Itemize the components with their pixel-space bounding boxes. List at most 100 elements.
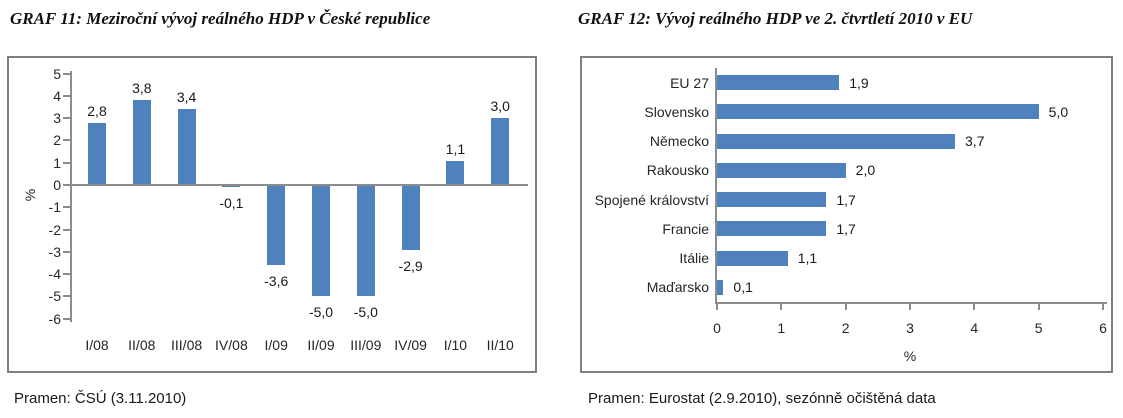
bar-I/10 [446, 160, 465, 185]
x-tick-mark [716, 304, 718, 310]
bar-I/09 [267, 185, 286, 266]
y-tick-label: 0 [53, 177, 61, 193]
y-tick-label: 2 [53, 132, 61, 149]
x-tick-mark [844, 304, 847, 310]
bar-Rakousko [717, 162, 846, 178]
x-category-label: IV/09 [394, 337, 427, 353]
bar-Spojené království [717, 192, 827, 208]
x-category-label: II/10 [486, 337, 514, 353]
bar-IV/09 [401, 185, 420, 250]
x-tick-label: 4 [970, 320, 979, 336]
y-tick-label: 3 [53, 110, 61, 127]
data-label-II/10: 3,0 [490, 98, 510, 115]
data-label-II/09: -5,0 [308, 304, 334, 321]
x-axis-line [715, 302, 1107, 304]
chart-graf12-plot-area: 0 1 2 3 4 5 6 1,9 EU 27 5,0 Slovensko 3,7 Německo 2,0… [580, 56, 1113, 373]
bar-III/09 [356, 185, 375, 297]
y-category-label: EU 27 [670, 74, 709, 91]
y-axis-line [715, 68, 717, 304]
y-category-label: Maďarsko [646, 279, 709, 296]
y-tick-label: 1 [53, 154, 61, 171]
bar-II/09 [312, 185, 330, 297]
data-label-Spojené království: 1,7 [836, 191, 856, 208]
data-label-III/09: -5,0 [353, 304, 378, 321]
bar-II/08 [132, 100, 151, 185]
x-tick-label: 1 [777, 320, 786, 336]
x-tick-label: 6 [1099, 320, 1107, 336]
y-category-label: Rakousko [646, 162, 709, 179]
x-category-label: II/08 [128, 337, 156, 353]
bar-Německo [717, 133, 956, 149]
y-tick-mark [63, 184, 70, 186]
data-label-I/09: -3,6 [264, 273, 289, 290]
x-category-label: II/09 [307, 337, 335, 353]
y-tick-mark [63, 295, 70, 298]
bar-III/08 [177, 109, 196, 185]
x-category-label: I/09 [264, 337, 288, 353]
y-tick-mark [63, 228, 70, 231]
y-tick-label: -1 [48, 199, 61, 216]
source-note-graf12: Pramen: Eurostat (2.9.2010), sezónně oči… [588, 390, 936, 407]
y-tick-mark [63, 72, 70, 75]
data-label-I/08: 2,8 [87, 102, 107, 119]
data-label-IV/08: -0,1 [219, 195, 244, 212]
y-category-label: Francie [662, 220, 709, 237]
x-tick-mark [973, 304, 976, 310]
data-label-IV/09: -2,9 [398, 257, 423, 274]
y-category-label: Slovensko [644, 103, 709, 120]
bar-Slovensko [717, 104, 1039, 120]
y-tick-mark [63, 317, 70, 320]
y-tick-mark [63, 94, 70, 97]
x-tick-mark [1037, 304, 1040, 310]
data-label-Itálie: 1,1 [797, 250, 818, 267]
bar-Itálie [717, 250, 788, 266]
y-tick-mark [63, 273, 70, 276]
x-tick-mark [1101, 304, 1104, 310]
source-note-graf11: Pramen: ČSÚ (3.11.2010) [14, 390, 187, 407]
x-tick-label: 0 [713, 320, 721, 336]
bar-Maďarsko [717, 279, 724, 295]
y-tick-label: -5 [48, 288, 61, 305]
x-category-label: I/10 [443, 337, 468, 353]
x-category-label: IV/08 [215, 337, 248, 353]
data-label-III/08: 3,4 [176, 89, 197, 106]
y-tick-label: -3 [48, 243, 61, 260]
data-label-EU 27: 1,9 [849, 74, 869, 91]
bar-Francie [717, 221, 827, 237]
x-category-label: I/08 [85, 337, 109, 353]
x-tick-label: 2 [841, 320, 850, 336]
x-category-label: III/09 [350, 337, 382, 353]
data-label-Maďarsko: 0,1 [733, 279, 753, 296]
y-tick-label: -4 [48, 266, 61, 283]
data-label-Rakousko: 2,0 [855, 162, 876, 179]
bar-IV/08 [222, 185, 241, 188]
y-category-label: Německo [649, 133, 709, 150]
x-category-label: III/08 [171, 337, 203, 353]
bar-I/08 [88, 122, 106, 185]
chart-title-graf12: GRAF 12: Vývoj reálného HDP ve 2. čtvrtl… [578, 9, 973, 28]
bar-II/10 [491, 118, 510, 185]
zero-axis-line [72, 184, 528, 186]
chart-title-graf11: GRAF 11: Meziroční vývoj reálného HDP v … [10, 9, 431, 28]
x-tick-label: 3 [906, 320, 914, 336]
data-label-II/08: 3,8 [132, 80, 152, 97]
y-category-label: Spojené království [594, 191, 709, 208]
y-axis-line [70, 70, 72, 322]
y-tick-label: -2 [48, 221, 61, 238]
y-tick-mark [63, 250, 70, 253]
x-axis-title: % [903, 348, 917, 364]
y-axis-title: % [22, 188, 38, 202]
y-tick-label: 4 [53, 87, 61, 104]
data-label-Francie: 1,7 [836, 220, 856, 237]
y-tick-label: -6 [48, 310, 61, 327]
data-label-Slovensko: 5,0 [1048, 103, 1069, 120]
data-label-I/10: 1,1 [445, 140, 466, 157]
data-label-Německo: 3,7 [965, 133, 985, 150]
bar-EU 27 [717, 75, 840, 91]
y-category-label: Itálie [679, 250, 709, 267]
y-tick-mark [63, 117, 70, 120]
x-tick-mark [908, 304, 911, 310]
y-tick-mark [63, 206, 70, 209]
chart-graf11-plot-area: 5 4 3 2 1 0 -1 -2 -3 -4 -5 -6 2,8 I/08 3,8 II/08 3,4 III/… [7, 56, 537, 373]
